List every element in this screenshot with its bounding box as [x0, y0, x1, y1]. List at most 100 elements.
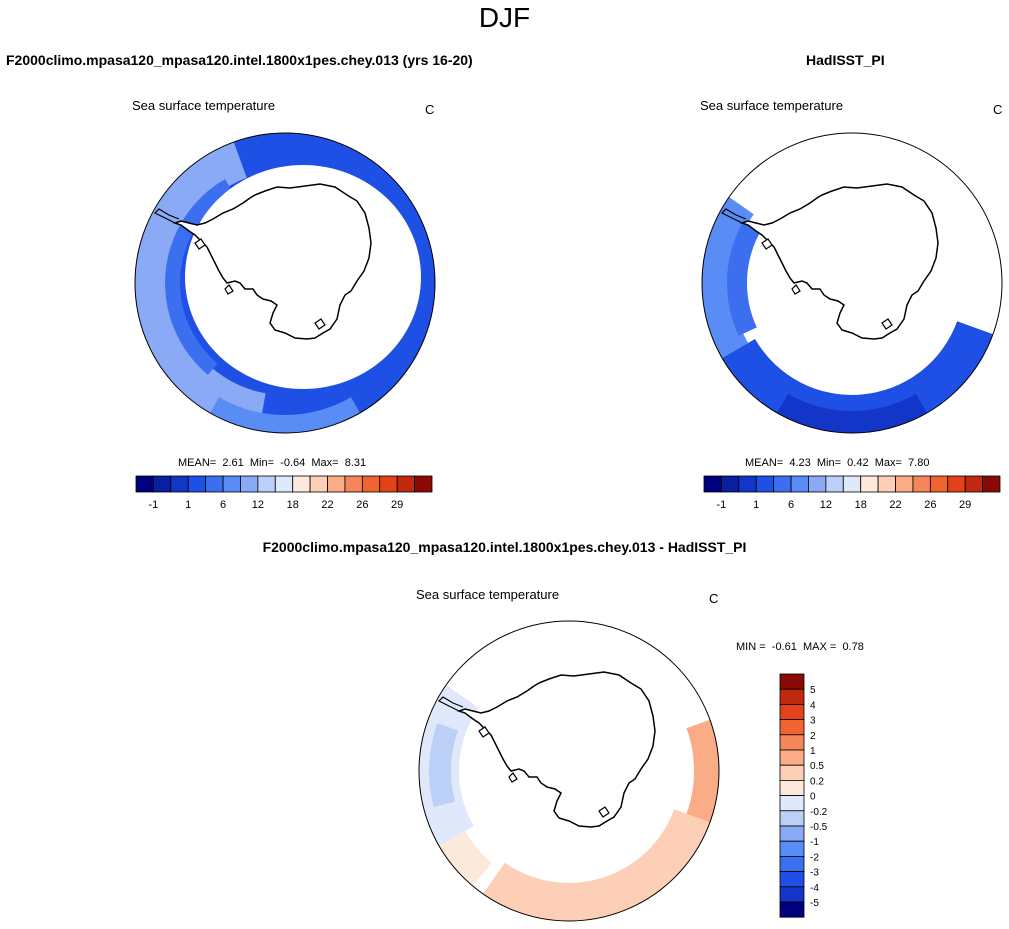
panel-3-stats: MIN = -0.61 MAX = 0.78 [736, 641, 864, 653]
band-west-inner [726, 220, 762, 336]
colorbar-swatch [947, 475, 966, 493]
diff-colorbar-swatch [779, 780, 805, 797]
island-outline [478, 726, 490, 738]
diff-colorbar-swatch [779, 810, 805, 827]
diff-colorbar-swatch [779, 719, 805, 736]
colorbar-swatch [842, 475, 862, 493]
diff-colorbar-swatch [779, 673, 805, 690]
panel-3-map [418, 620, 720, 922]
panel-3-max: 0.78 [842, 641, 864, 653]
diff-colorbar-swatch [779, 749, 805, 766]
colorbar-tick-label: 1 [185, 499, 191, 511]
colorbar-tick-label: 1 [753, 499, 759, 511]
colorbar-swatch [860, 475, 879, 493]
diff-colorbar-swatch [779, 734, 805, 751]
diff-colorbar-tick-label: -0.2 [810, 807, 828, 818]
colorbar-tick-label: 26 [924, 499, 936, 511]
panel-2-units: C [993, 102, 1003, 117]
panel-1-min: -0.64 [280, 457, 306, 469]
diff-colorbar-swatch [779, 764, 805, 781]
diff-colorbar-swatch [779, 840, 805, 857]
peninsula-outline [720, 208, 747, 224]
colorbar-swatch [205, 475, 224, 493]
colorbar-swatch [135, 475, 154, 493]
map-field [702, 133, 1002, 433]
colorbar-swatch [964, 475, 983, 493]
panel-1-stats: MEAN= 2.61 Min= -0.64 Max= 8.31 [178, 457, 366, 469]
island-outline [881, 318, 893, 330]
colorbar-swatch [344, 475, 363, 493]
map-field [135, 133, 435, 433]
colorbar-swatch [721, 475, 740, 493]
colorbar-swatch [414, 475, 433, 493]
colorbar-swatch [929, 475, 949, 493]
peninsula-outline [153, 208, 180, 224]
colorbar-swatch [309, 475, 328, 493]
colorbar-swatch [327, 475, 346, 493]
diff-colorbar-tick-label: 2 [810, 731, 816, 742]
panel-3-units: C [709, 591, 719, 606]
colorbar-tick-label: 29 [959, 499, 971, 511]
panel-1-mean-label: MEAN= [178, 457, 217, 469]
diff-colorbar-tick-label: 1 [810, 746, 816, 757]
island-outline [224, 284, 234, 295]
panel-1-title: F2000climo.mpasa120_mpasa120.intel.1800x… [6, 52, 473, 68]
mid-band-west [165, 179, 233, 375]
colorbar-swatch [222, 475, 241, 493]
diff-colorbar-swatch [779, 886, 805, 903]
peninsula-outline [437, 696, 464, 712]
colorbar-tick-label: 6 [220, 499, 226, 511]
island-outline [508, 772, 518, 783]
colorbar-swatch [292, 475, 311, 493]
colorbar-tick-label: 18 [855, 499, 867, 511]
colorbar-swatch [361, 475, 381, 493]
antarctica-coast [172, 183, 372, 340]
panel-2-mean: 4.23 [789, 457, 811, 469]
colorbar-tick-label: 22 [321, 499, 333, 511]
island-outline [791, 284, 801, 295]
diff-warm-sw [430, 831, 492, 894]
panel-2-max: 7.80 [908, 457, 930, 469]
colorbar-swatch [912, 475, 931, 493]
diff-colorbar-swatch [779, 704, 805, 721]
diff-colorbar-tick-label: 3 [810, 716, 816, 727]
diff-colorbar-swatch [779, 795, 805, 812]
panel-1-map [134, 132, 436, 434]
panel-1-max-label: Max= [311, 457, 339, 469]
island-outline [598, 806, 610, 818]
diff-colorbar-tick-label: -1 [810, 837, 819, 848]
colorbar-swatch [790, 475, 809, 493]
colorbar-swatch [738, 475, 757, 493]
colorbar-swatch [170, 475, 189, 493]
diff-colorbar-swatch [779, 871, 805, 888]
panel-1-mean: 2.61 [222, 457, 244, 469]
panel-2-min-label: Min= [816, 457, 842, 469]
panel-3-min-label: MIN = [736, 641, 766, 653]
panel-2-title: HadISST_PI [806, 52, 885, 68]
panel-2-min: 0.42 [847, 457, 869, 469]
panel-2-stats: MEAN= 4.23 Min= 0.42 Max= 7.80 [745, 457, 929, 469]
colorbar-tick-label: 12 [252, 499, 264, 511]
diff-colorbar-swatch [779, 901, 805, 918]
panel-3-title: F2000climo.mpasa120_mpasa120.intel.1800x… [262, 539, 747, 555]
diff-colorbar-tick-label: -3 [810, 868, 819, 879]
panel-2-variable: Sea surface temperature [700, 98, 844, 113]
colorbar-tick-label: 12 [820, 499, 832, 511]
colorbar-swatch [257, 475, 276, 493]
diff-colorbar-tick-label: -2 [810, 852, 819, 863]
colorbar-swatch [808, 475, 827, 493]
colorbar-swatch [755, 475, 775, 493]
island-outline [761, 238, 773, 250]
colorbar-tick-label: -1 [149, 499, 159, 511]
colorbar-swatch [825, 475, 844, 493]
colorbar-tick-label: 6 [788, 499, 794, 511]
antarctica-coast [739, 183, 939, 340]
diff-colorbar-swatch [779, 688, 805, 705]
panel-3-max-label: MAX = [802, 641, 837, 653]
panel-1-min-label: Min= [249, 457, 275, 469]
colorbar-swatch [877, 475, 896, 493]
colorbar-swatch [153, 475, 172, 493]
colorbar-tick-label: 22 [889, 499, 901, 511]
island-outline [194, 238, 206, 250]
colorbar-swatch [703, 475, 722, 493]
